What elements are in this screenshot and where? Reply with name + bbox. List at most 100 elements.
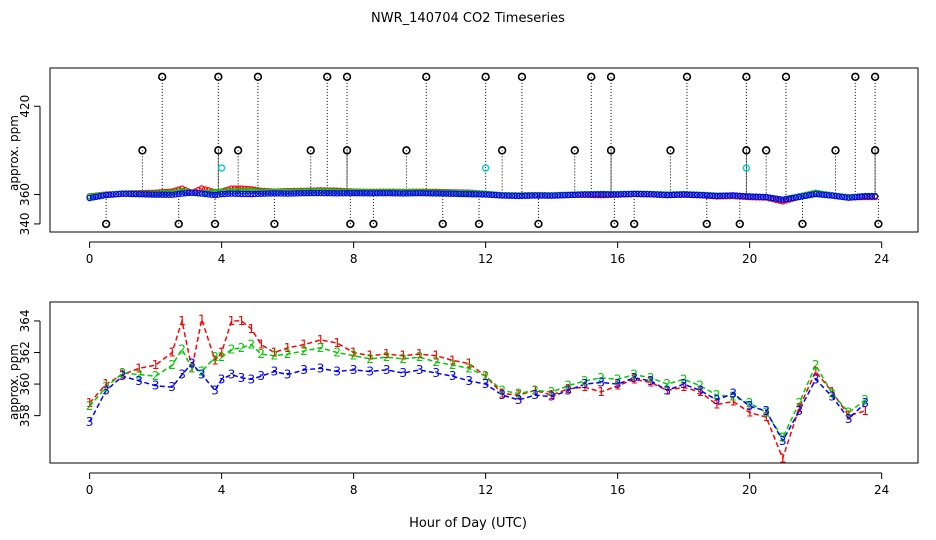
series-2-marker: 2 — [548, 385, 556, 399]
top-blue-point — [343, 190, 351, 197]
series-2-marker: 2 — [416, 350, 424, 364]
series-1-marker: 1 — [333, 336, 341, 350]
top-blue-point — [406, 190, 413, 197]
top-blue-point — [518, 192, 526, 200]
top-blue-point — [442, 190, 450, 197]
series-3-marker: 3 — [696, 383, 704, 397]
outlier-low-point — [101, 219, 111, 229]
outlier-high-point — [587, 72, 596, 82]
outlier-mid-point — [666, 146, 675, 155]
top-blue-point — [109, 191, 116, 198]
series-2-marker: 2 — [271, 349, 279, 363]
top-blue-point — [244, 190, 252, 198]
top-blue-point — [347, 189, 354, 197]
top-blue-point — [162, 191, 169, 198]
top-x-tick-label: 12 — [478, 252, 493, 266]
top-blue-point — [769, 194, 776, 202]
top-blue-point — [736, 192, 743, 200]
top-blue-point — [786, 195, 793, 202]
top-blue-point — [238, 190, 245, 198]
top-blue-point — [548, 192, 555, 199]
top-blue-point — [254, 190, 262, 198]
outlier-mid-point — [342, 146, 352, 155]
top-blue-point — [251, 190, 258, 198]
top-blue-point — [304, 189, 311, 197]
top-blue-point — [759, 193, 767, 201]
top-blue-point — [753, 193, 760, 200]
top-blue-point — [396, 190, 404, 197]
top-blue-point — [716, 192, 724, 200]
series-3-marker: 3 — [218, 372, 226, 386]
top-blue-point — [340, 190, 347, 197]
top-x-tick-label: 16 — [610, 252, 625, 266]
top-blue-point — [680, 191, 687, 198]
top-blue-point — [571, 191, 578, 199]
top-blue-point — [168, 191, 176, 198]
outlier-mid-point — [761, 146, 771, 155]
series-2-marker: 2 — [498, 383, 506, 397]
bottom-y-tick-label: 358 — [18, 404, 32, 427]
series-2-marker: 2 — [178, 342, 186, 356]
series-2-marker: 2 — [399, 352, 407, 366]
top-blue-point — [512, 192, 519, 200]
top-blue-point — [743, 193, 750, 200]
series-3-marker: 3 — [86, 415, 94, 429]
top-blue-point — [211, 191, 219, 199]
top-x-tick-label: 24 — [874, 252, 889, 266]
series-3-marker: 3 — [647, 374, 655, 388]
series-2-marker: 2 — [135, 368, 143, 382]
series-2-marker: 2 — [729, 390, 737, 404]
top-blue-point — [409, 190, 417, 197]
bottom-plot-border — [49, 301, 919, 464]
top-blue-point — [677, 191, 684, 198]
top-blue-point — [733, 192, 740, 199]
series-1-marker: 1 — [300, 338, 308, 352]
top-blue-point — [264, 190, 272, 197]
top-blue-point — [531, 192, 539, 199]
series-3-marker: 3 — [350, 363, 358, 377]
series-1-marker: 1 — [812, 364, 820, 378]
series-1-marker: 1 — [861, 404, 869, 418]
series-1-marker: 1 — [597, 385, 605, 399]
top-blue-point — [505, 192, 512, 199]
series-3-marker: 3 — [597, 376, 605, 390]
top-blue-point — [693, 191, 701, 199]
top-blue-point — [634, 190, 641, 198]
series-3-marker: 3 — [746, 399, 754, 413]
top-blue-point — [201, 190, 209, 198]
series-2-marker: 2 — [630, 368, 638, 382]
top-blue-point — [175, 190, 182, 198]
outlier-high-point — [781, 72, 791, 82]
top-blue-point — [607, 191, 615, 198]
top-blue-point — [492, 191, 499, 199]
series-1-marker: 1 — [630, 372, 638, 386]
series-1-marker: 1 — [168, 346, 176, 360]
top-blue-point — [300, 189, 308, 197]
top-blue-point — [670, 191, 677, 199]
x-axis-label: Hour of Day (UTC) — [409, 516, 527, 531]
outlier-low-point — [735, 219, 744, 229]
top-blue-point — [366, 190, 374, 197]
series-3-marker: 3 — [119, 369, 127, 383]
top-blue-point — [838, 193, 846, 201]
series-1-marker: 1 — [366, 349, 374, 363]
series-1-marker: 1 — [257, 338, 265, 352]
series-3-marker: 3 — [432, 366, 440, 380]
outlier-low-point — [629, 219, 639, 229]
series-1-marker: 1 — [383, 347, 391, 361]
top-blue-point — [561, 191, 569, 199]
top-blue-point — [706, 192, 714, 199]
top-blue-point — [650, 191, 658, 198]
series-2-marker: 2 — [257, 347, 265, 361]
series-1-marker: 1 — [548, 388, 556, 402]
top-y-axis-label: approx. ppm — [7, 115, 21, 191]
top-blue-point — [241, 190, 248, 198]
top-blue-point — [522, 192, 529, 199]
top-blue-point — [802, 192, 809, 200]
series-2-marker: 2 — [317, 341, 325, 355]
series-3-marker: 3 — [663, 383, 671, 397]
outlier-low-point — [369, 219, 378, 229]
series-1-marker: 1 — [135, 361, 143, 375]
top-blue-point — [475, 191, 483, 198]
series-2-marker: 2 — [228, 342, 236, 356]
